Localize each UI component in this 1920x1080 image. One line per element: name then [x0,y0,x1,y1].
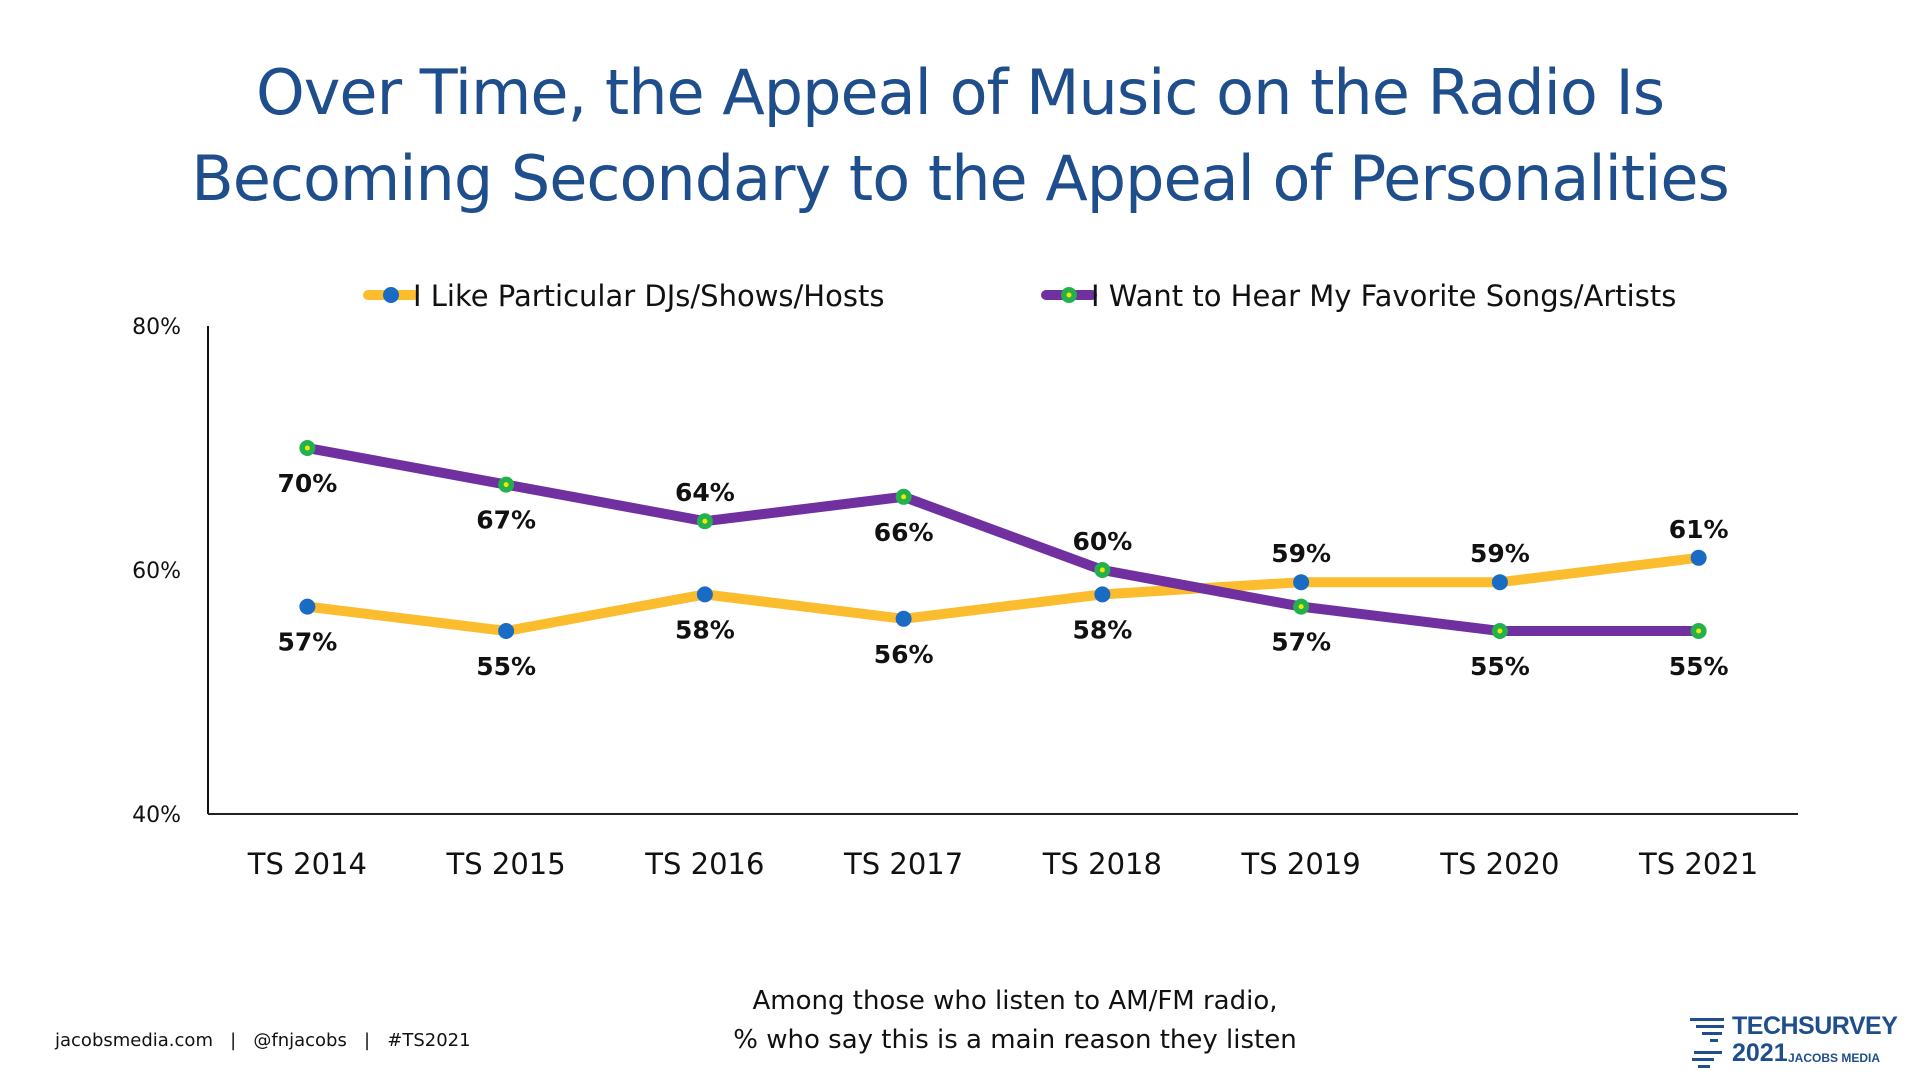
data-label: 55% [1470,652,1530,681]
data-point [1094,586,1111,603]
data-labels: 57% 55% 58% 56% 58% 59% 59% 61% 70% 67% 64% 66% 60% 5… [277,469,1728,681]
data-label: 66% [874,518,934,547]
data-label: 60% [1072,527,1132,556]
logo-text-year: 2021 [1732,1039,1788,1067]
data-point-center [1696,628,1702,634]
x-tick-label: TS 2017 [843,847,963,881]
footer-credits: jacobsmedia.com | @fnjacobs | #TS2021 [55,1030,471,1051]
data-point-center [1099,567,1105,573]
x-tick-label: TS 2018 [1042,847,1162,881]
data-point [299,598,316,615]
data-label: 64% [675,478,735,507]
subtitle-line-1: Among those who listen to AM/FM radio, [752,986,1278,1016]
data-point [696,586,713,603]
logo-text-jacobs-media: JACOBS MEDIA [1788,1051,1881,1065]
data-label: 70% [277,469,337,498]
data-label: 61% [1669,515,1729,544]
data-label: 58% [1072,615,1132,644]
data-point-center [1497,628,1503,634]
subtitle-line-2: % who say this is a main reason they lis… [733,1025,1297,1055]
series-line-1 [306,552,1700,636]
legend-label: I Like Particular DJs/Shows/Hosts [413,279,884,313]
x-tick-label: TS 2020 [1439,847,1559,881]
axes: 40% 60% 80% TS 2014 TS 2015 TS 2016 TS 2017 TS … [132,315,1798,881]
data-point [895,610,912,627]
data-label: 55% [476,652,536,681]
data-label: 58% [675,615,735,644]
x-tick-label: TS 2021 [1638,847,1758,881]
data-point-center [503,482,509,488]
y-tick-label: 80% [132,315,181,340]
data-point-center [901,494,907,500]
legend-label: I Want to Hear My Favorite Songs/Artists [1091,279,1676,313]
chart-title-line-1: Over Time, the Appeal of Music on the Ra… [255,56,1665,129]
x-tick-label: TS 2019 [1241,847,1361,881]
data-point [1491,574,1508,591]
data-label: 55% [1669,652,1729,681]
line-chart: I Like Particular DJs/Shows/Hosts I Want … [132,279,1798,881]
x-tick-label: TS 2016 [644,847,764,881]
legend-marker-center [1066,292,1072,298]
x-tick-label: TS 2015 [446,847,566,881]
data-label: 56% [874,640,934,669]
legend: I Like Particular DJs/Shows/Hosts I Want … [363,279,1676,313]
data-label: 59% [1271,539,1331,568]
logo-speed-lines-icon [1690,1018,1728,1072]
data-point [498,623,515,639]
data-point-center [1298,604,1304,610]
data-point-center [304,445,310,451]
data-label: 59% [1470,539,1530,568]
series-layer [299,440,1707,639]
chart-title-line-2: Becoming Secondary to the Appeal of Pers… [191,142,1730,215]
data-label: 67% [476,506,536,535]
techsurvey-logo: TECHSURVEY 2021 JACOBS MEDIA [1690,1014,1915,1070]
data-point [1690,549,1707,566]
chart-subtitle: Among those who listen to AM/FM radio, %… [0,982,1920,1060]
data-label: 57% [1271,628,1331,657]
y-tick-label: 40% [132,803,181,828]
logo-text-techsurvey: TECHSURVEY [1732,1012,1898,1040]
y-tick-label: 60% [132,559,181,584]
data-point-center [702,518,708,524]
data-point [1293,574,1310,591]
x-tick-label: TS 2014 [247,847,367,881]
chart-title: Over Time, the Appeal of Music on the Ra… [0,50,1920,222]
series-line-2 [306,443,1699,636]
legend-marker-swatch [383,287,399,303]
data-label: 57% [277,628,337,657]
